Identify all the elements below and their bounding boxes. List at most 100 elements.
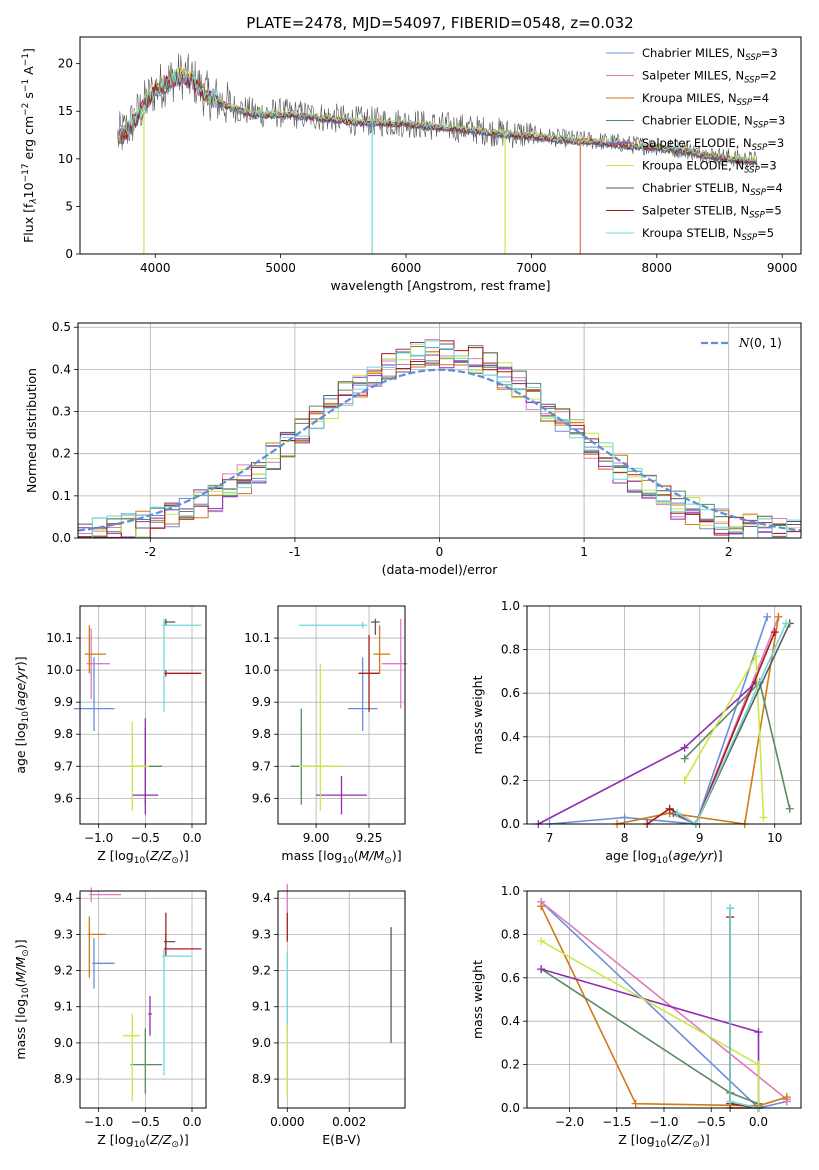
model-spectrum-line — [120, 69, 757, 163]
y-tick-label: 0.4 — [501, 730, 520, 744]
legend-entry: Kroupa MILES, NSSP=4 — [642, 91, 769, 108]
y-tick-label: 8.9 — [54, 1072, 73, 1086]
x-tick-label: 7000 — [516, 261, 547, 275]
y-tick-label: 9.9 — [54, 695, 73, 709]
mass-weight-marker — [673, 809, 682, 818]
y-tick-label: 0.1 — [52, 489, 71, 503]
legend-entry: Salpeter ELODIE, NSSP=3 — [642, 136, 784, 153]
x-tick-label: 9.00 — [303, 831, 330, 845]
x-tick-label: 10 — [767, 831, 782, 845]
x-axis-label: E(B-V) — [322, 1132, 361, 1147]
y-tick-label: 0.4 — [52, 362, 71, 376]
y-tick-label: 9.1 — [252, 1000, 271, 1014]
y-tick-label: 0 — [65, 247, 73, 261]
mass-weight-vs-age-panel: 7 8 9 10 0.0 0.2 0.4 0.6 0.8 1.0 age [log10(age/yr… — [470, 599, 802, 866]
y-tick-label: 0.6 — [501, 971, 520, 985]
x-tick-label: 9 — [696, 831, 704, 845]
mass-weight-line — [549, 616, 768, 825]
y-axis-label: Flux [fλ10−17 erg cm−2 s−1 A−1] — [21, 48, 39, 243]
mass-weight-marker — [782, 1093, 791, 1102]
mass-weight-marker — [751, 652, 760, 661]
x-tick-label: 0 — [436, 545, 444, 559]
legend-entry: Chabrier ELODIE, NSSP=3 — [642, 114, 785, 131]
y-tick-label: 9.7 — [54, 759, 73, 773]
y-tick-label: 9.1 — [54, 1000, 73, 1014]
y-tick-label: 9.9 — [252, 695, 271, 709]
x-tick-label: 0.0 — [749, 1115, 768, 1129]
mass-weight-marker — [631, 1099, 640, 1108]
x-tick-label: −1.0 — [84, 1115, 113, 1129]
y-tick-label: 9.2 — [252, 964, 271, 978]
y-tick-label: 0.6 — [501, 686, 520, 700]
x-tick-label: 0.0 — [182, 831, 201, 845]
x-tick-label: 6000 — [391, 261, 422, 275]
y-tick-label: 0.2 — [501, 773, 520, 787]
normal-reference-curve — [77, 368, 802, 532]
y-tick-label: 9.6 — [54, 791, 73, 805]
spectrum-panel: 4000 5000 6000 7000 8000 9000 0 5 10 15 20 Chabrier… — [21, 36, 802, 293]
age-vs-metallicity-panel: −1.0 −0.5 0.0 9.6 9.7 9.8 9.9 10.0 10.1 Z [log10(… — [13, 605, 207, 866]
plot-frame — [79, 36, 802, 255]
age-vs-mass-panel: 9.00 9.25 9.6 9.7 9.8 9.9 10.0 10.1 mass [log10(… — [244, 605, 408, 866]
mass-weight-line — [729, 908, 759, 1109]
plot-frame — [277, 605, 406, 825]
mass-weight-marker — [785, 804, 794, 813]
x-tick-label: 1 — [580, 545, 588, 559]
y-tick-label: 20 — [58, 57, 73, 71]
mass-weight-line — [540, 905, 788, 1107]
x-axis-label: (data-model)/error — [382, 562, 499, 577]
x-tick-label: −1.0 — [84, 831, 113, 845]
mass-weight-marker — [770, 628, 779, 637]
y-tick-label: 9.4 — [252, 891, 271, 905]
mass-weight-marker — [774, 612, 783, 621]
y-tick-label: 9.3 — [54, 927, 73, 941]
plot-frame — [277, 890, 406, 1109]
x-tick-label: 0.0 — [182, 1115, 201, 1129]
legend-entry: Chabrier MILES, NSSP=3 — [642, 46, 778, 63]
y-tick-label: 9.2 — [54, 964, 73, 978]
y-axis-label: mass weight — [470, 675, 485, 754]
mass-weight-line — [729, 917, 759, 1109]
x-tick-label: 0.002 — [332, 1115, 366, 1129]
y-tick-label: 10.1 — [46, 631, 73, 645]
y-tick-label: 0.4 — [501, 1014, 520, 1028]
y-tick-label: 10.1 — [244, 631, 271, 645]
x-tick-label: −1.5 — [602, 1115, 631, 1129]
x-tick-label: 8000 — [642, 261, 673, 275]
y-tick-label: 1.0 — [501, 884, 520, 898]
mass-weight-marker — [620, 813, 629, 822]
histogram-step-series — [78, 340, 802, 539]
y-tick-label: 0.3 — [52, 405, 71, 419]
x-tick-label: 5000 — [265, 261, 296, 275]
y-tick-label: 9.8 — [54, 727, 73, 741]
y-tick-label: 8.9 — [252, 1072, 271, 1086]
x-tick-label: −1.0 — [649, 1115, 678, 1129]
y-tick-label: 9.3 — [252, 927, 271, 941]
y-tick-label: 9.0 — [252, 1036, 271, 1050]
y-tick-label: 15 — [58, 104, 73, 118]
x-tick-label: 0.000 — [270, 1115, 304, 1129]
y-tick-label: 0.2 — [52, 447, 71, 461]
plot-frame — [77, 322, 802, 539]
x-axis-label: mass [log10(M/M⊙)] — [281, 848, 401, 866]
y-axis-label: mass weight — [470, 960, 485, 1039]
mass-weight-marker — [726, 1097, 735, 1106]
legend-entry: Salpeter MILES, NSSP=2 — [642, 69, 777, 86]
legend-entry: Salpeter STELIB, NSSP=5 — [642, 204, 782, 221]
x-tick-label: 9.25 — [356, 831, 383, 845]
x-tick-label: −0.5 — [131, 831, 160, 845]
y-tick-label: 0.0 — [52, 531, 71, 545]
legend-entry: Kroupa STELIB, NSSP=5 — [642, 226, 774, 243]
y-tick-label: 10.0 — [244, 663, 271, 677]
legend-entry: Chabrier STELIB, NSSP=4 — [642, 181, 783, 198]
mass-weight-marker — [537, 965, 546, 974]
y-axis-label: Normed distribution — [24, 368, 39, 493]
mass-weight-marker — [754, 1028, 763, 1037]
legend-entry: Kroupa ELODIE, NSSP=3 — [642, 159, 777, 176]
x-axis-label: Z [log10(Z/Z⊙)] — [97, 848, 188, 866]
y-tick-label: 1.0 — [501, 599, 520, 613]
y-tick-label: 9.8 — [252, 727, 271, 741]
x-tick-label: -2 — [144, 545, 156, 559]
y-tick-label: 0.2 — [501, 1058, 520, 1072]
x-tick-label: 2 — [725, 545, 733, 559]
